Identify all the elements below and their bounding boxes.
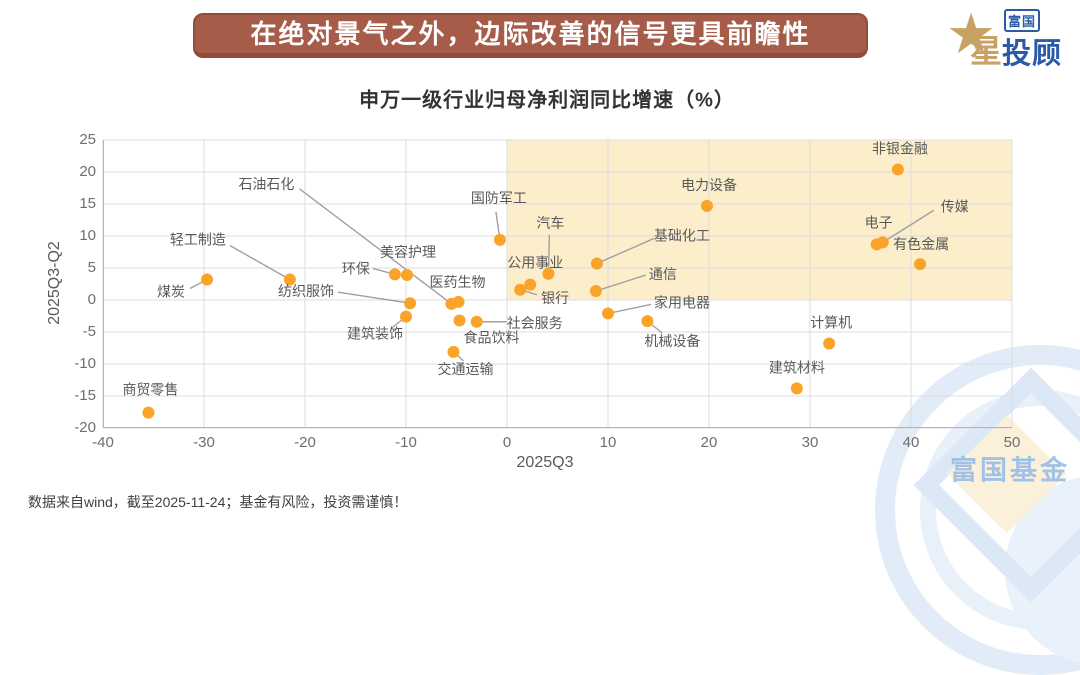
x-tick-label: 40 [902,434,920,451]
x-tick-label: 10 [599,434,617,451]
data-point-label: 银行 [541,290,569,306]
data-point-label: 基础化工 [654,228,710,244]
data-point-label: 轻工制造 [170,232,226,248]
data-point [914,258,927,271]
data-point-label: 通信 [649,266,677,282]
data-point-label: 交通运输 [437,361,493,377]
y-tick-label: -15 [74,387,96,404]
disclaimer-text: 数据来自wind，截至2025-11-24；基金有风险，投资需谨慎！ [28,494,408,510]
y-tick-label: -5 [82,323,96,340]
y-tick-label: 15 [79,195,96,212]
leader-line [337,291,411,304]
data-point [400,310,412,323]
data-point-label: 建筑材料 [769,359,825,375]
data-point-label: 国防军工 [471,190,527,206]
x-tick-label: -10 [395,434,417,451]
y-tick-label: 20 [79,163,96,180]
data-point [493,233,506,246]
data-point-label: 电力设备 [681,177,737,193]
data-point-label: 医药生物 [430,274,486,290]
data-point [700,199,713,212]
x-tick-label: -30 [193,434,215,451]
leader-line [596,237,655,265]
data-point-label: 石油石化 [238,176,294,192]
y-tick-label: -20 [74,419,96,436]
data-point-label: 非银金融 [872,140,928,156]
leader-line [882,209,935,243]
data-point [602,307,614,320]
brand-star-char: 星 [970,33,1003,69]
data-point [891,163,904,176]
data-point [401,269,414,282]
data-point [641,315,654,328]
y-axis-title: 2025Q3-Q2 [46,241,63,325]
x-tick-label: 0 [502,434,512,451]
data-point [404,297,417,310]
leader-line [229,244,291,281]
y-tick-label: 0 [87,291,96,308]
chart-title: 申万一级行业归母净利润同比增速（%） [359,89,735,112]
y-tick-label: 10 [79,227,96,244]
data-point [447,345,460,358]
data-point [514,283,527,296]
y-tick-label: 25 [79,131,96,148]
x-tick-label: 50 [1003,434,1021,451]
data-point-label: 建筑装饰 [347,326,403,342]
data-point-label: 环保 [342,260,370,276]
data-point [590,257,603,270]
data-point [823,337,836,350]
data-point [388,268,401,281]
data-point [876,236,889,249]
data-point [542,267,555,280]
leader-line [547,234,551,274]
data-point-label: 机械设备 [644,333,700,349]
data-point [142,406,155,419]
star-icon: ★ [946,2,997,65]
brand-name-rest: 投顾 [1002,38,1063,70]
data-point-label: 电子 [865,214,893,230]
highlight-region [507,140,1012,300]
x-tick-label: -20 [294,434,316,451]
x-tick-label: 30 [801,434,819,451]
watermark-text: 富国基金 [950,455,1070,486]
data-point-label: 食品饮料 [464,329,520,345]
data-point [453,314,466,327]
data-point-label: 公用事业 [507,255,563,271]
data-point-label: 美容护理 [380,244,436,260]
page-title: 在绝对景气之外，边际改善的信号更具前瞻性 [193,13,868,58]
data-point [283,273,296,286]
data-point-label: 纺织服饰 [278,283,334,299]
data-point-label: 煤炭 [157,284,185,300]
data-point [524,278,537,291]
brand-name-top: 富国 [1004,9,1041,32]
data-point [201,273,214,286]
leader-line [299,188,452,305]
x-axis-title: 2025Q3 [516,454,574,471]
data-point [589,285,602,298]
data-point-label: 传媒 [941,198,969,214]
data-point-label: 家用电器 [654,294,710,310]
y-tick-label: 5 [87,259,96,276]
data-point [470,315,483,328]
x-tick-label: 20 [700,434,718,451]
y-tick-label: -10 [74,355,96,372]
data-point-label: 有色金属 [893,236,949,252]
data-point-label: 商贸零售 [122,382,178,398]
leader-line [595,274,647,292]
data-point [452,295,465,308]
x-tick-label: -40 [92,434,114,451]
data-point [790,382,803,395]
data-point-label: 计算机 [810,315,852,331]
data-point-label: 汽车 [536,215,564,231]
data-point-label: 社会服务 [507,315,563,331]
scatter-plot: 商贸零售 煤炭 轻工制造环保 美容护理纺织服饰建筑装饰 石油石化医药生物食品饮料 社会服务… [102,139,1013,429]
leader-line [607,303,652,315]
brand-logo: ★ 星 富国 投顾 [946,4,1078,71]
